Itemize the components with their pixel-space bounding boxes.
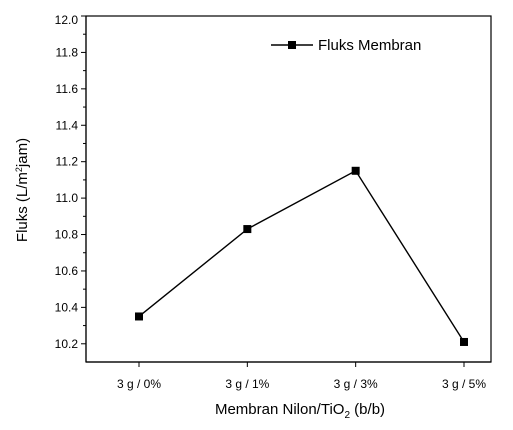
y-axis-title: Fluks (L/m2jam) bbox=[14, 138, 31, 242]
x-tick-label: 3 g / 0% bbox=[117, 377, 161, 391]
y-tick-label: 11.8 bbox=[56, 45, 79, 59]
legend: Fluks Membran bbox=[271, 37, 421, 54]
y-tick-label: 10.8 bbox=[55, 228, 79, 242]
y-tick-label: 11.6 bbox=[56, 82, 79, 96]
y-tick-label: 11.0 bbox=[56, 191, 79, 205]
x-axis: 3 g / 0% 3 g / 1% 3 g / 3% 3 g / 5% bbox=[86, 361, 491, 391]
legend-label: Fluks Membran bbox=[318, 37, 421, 54]
y-tick-label: 12.0 bbox=[55, 13, 79, 27]
y-tick-label: 11.4 bbox=[56, 118, 79, 132]
data-point bbox=[460, 337, 468, 346]
y-tick-label: 11.2 bbox=[56, 155, 79, 169]
y-tick-label: 10.6 bbox=[55, 264, 79, 278]
data-series bbox=[135, 166, 468, 346]
y-tick-label: 10.2 bbox=[55, 337, 79, 351]
data-point bbox=[135, 312, 143, 321]
x-tick-label: 3 g / 3% bbox=[334, 377, 378, 391]
series-line bbox=[138, 169, 465, 343]
x-tick-label: 3 g / 5% bbox=[442, 377, 486, 391]
data-point bbox=[243, 225, 252, 234]
x-axis-title: Membran Nilon/TiO2 (b/b) bbox=[215, 401, 385, 421]
x-tick-label: 3 g / 1% bbox=[225, 377, 269, 391]
legend-marker bbox=[288, 41, 296, 49]
y-axis: 10.2 10.4 10.6 10.8 11.0 11.2 11.4 11.6 11.8 12.0 bbox=[55, 13, 87, 362]
data-point bbox=[351, 166, 360, 175]
y-tick-label: 10.4 bbox=[55, 300, 79, 314]
